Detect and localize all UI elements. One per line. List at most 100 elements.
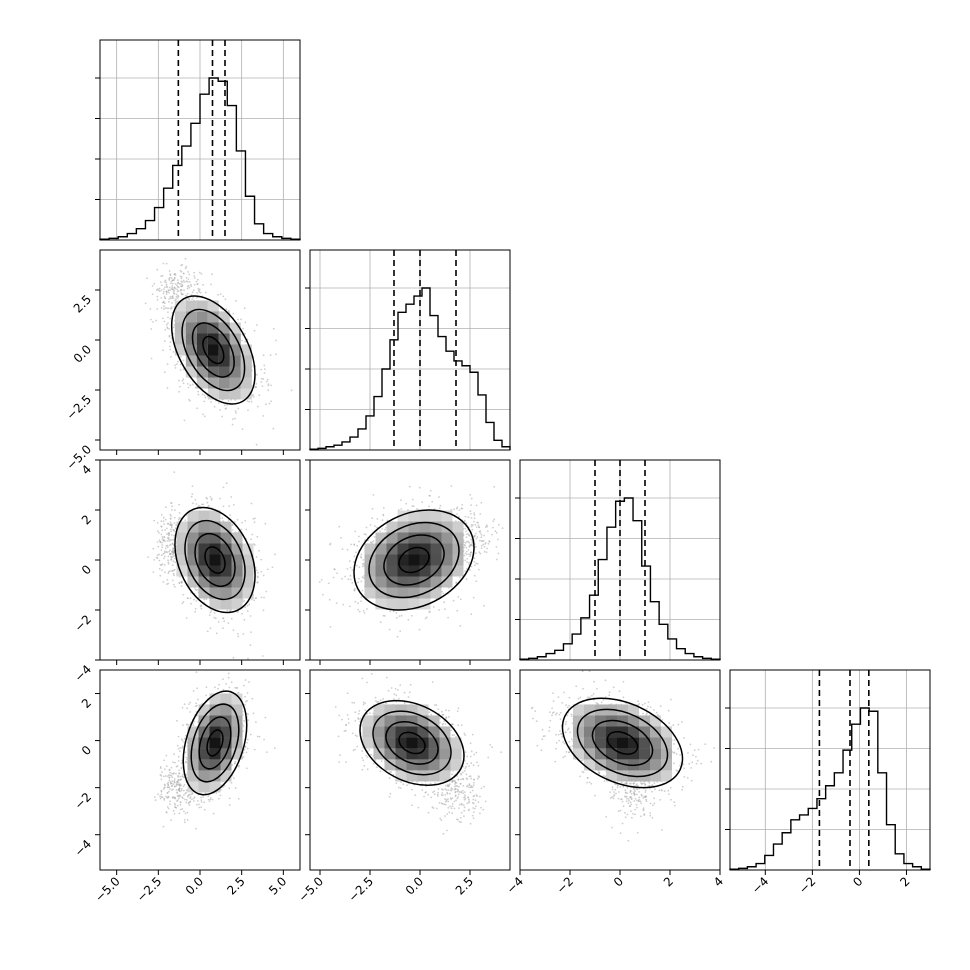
scatter-point: [270, 384, 272, 387]
scatter-point: [196, 278, 199, 281]
scatter-point: [200, 605, 203, 607]
scatter-point: [188, 298, 191, 301]
scatter-point: [184, 812, 187, 815]
scatter-point: [465, 546, 468, 549]
scatter-point: [167, 307, 170, 310]
scatter-point: [340, 537, 342, 539]
scatter-point: [167, 572, 170, 575]
scatter-point: [174, 761, 176, 764]
scatter-point: [465, 522, 468, 525]
scatter-point: [396, 635, 399, 638]
scatter-point: [174, 287, 177, 290]
scatter-point: [171, 505, 174, 508]
scatter-point: [228, 505, 231, 507]
scatter-point: [467, 516, 470, 518]
scatter-point: [155, 319, 158, 322]
scatter-point: [172, 788, 174, 791]
scatter-point: [179, 356, 182, 358]
scatter-point: [168, 786, 171, 789]
scatter-point: [146, 277, 148, 280]
scatter-point: [167, 563, 170, 565]
scatter-point: [229, 514, 232, 516]
scatter-point: [219, 409, 222, 411]
scatter-point: [465, 536, 468, 539]
scatter-point: [265, 380, 268, 383]
scatter-point: [181, 746, 184, 749]
scatter-point: [249, 644, 252, 647]
scatter-point: [171, 509, 173, 511]
scatter-point: [181, 706, 184, 709]
scatter-point: [183, 419, 186, 422]
scatter-point: [443, 601, 446, 604]
scatter-point: [476, 563, 479, 565]
scatter-point: [181, 281, 184, 283]
scatter-point: [186, 597, 189, 600]
scatter-point: [362, 559, 365, 561]
scatter-point: [190, 793, 193, 796]
scatter-point: [379, 621, 382, 624]
scatter-point: [470, 517, 473, 519]
scatter-point: [193, 796, 196, 799]
scatter-point: [260, 381, 263, 383]
scatter-point: [250, 598, 253, 601]
scatter-point: [484, 542, 487, 544]
scatter-point: [194, 607, 197, 610]
scatter-point: [361, 565, 364, 568]
scatter-point: [383, 615, 386, 617]
scatter-point: [465, 530, 467, 533]
scatter-point: [241, 428, 244, 430]
scatter-point: [201, 503, 203, 506]
scatter-point: [469, 568, 471, 571]
scatter-point: [166, 544, 169, 547]
scatter-point: [177, 295, 180, 298]
scatter-point: [376, 526, 378, 529]
scatter-point: [252, 393, 254, 396]
scatter-point: [235, 300, 237, 302]
scatter-point: [185, 299, 188, 301]
scatter-point: [163, 536, 166, 538]
scatter-point: [347, 578, 350, 581]
scatter-point: [429, 495, 431, 497]
scatter-point: [176, 290, 179, 293]
scatter-point: [468, 563, 470, 566]
scatter-point: [217, 621, 220, 623]
scatter-point: [175, 765, 178, 768]
scatter-point: [178, 769, 181, 772]
scatter-point: [231, 523, 234, 526]
scatter-point: [257, 571, 259, 574]
scatter-point: [346, 548, 349, 551]
scatter-point: [492, 526, 494, 529]
scatter-point: [173, 778, 176, 780]
scatter-point: [164, 279, 167, 282]
scatter-point: [166, 546, 169, 549]
scatter-point: [346, 568, 349, 570]
scatter-point: [176, 719, 178, 722]
scatter-point: [184, 798, 186, 801]
scatter-point: [158, 567, 161, 570]
scatter-point: [210, 401, 213, 403]
scatter-point: [469, 494, 472, 496]
scatter-point: [225, 482, 228, 485]
scatter-point: [179, 804, 182, 806]
scatter-point: [192, 797, 195, 800]
scatter-point: [272, 327, 275, 330]
scatter-point: [429, 489, 432, 492]
scatter-point: [153, 282, 156, 285]
scatter-point: [262, 378, 265, 380]
scatter-point: [156, 530, 159, 533]
scatter-point: [459, 598, 462, 601]
scatter-point: [181, 808, 184, 810]
scatter-point: [159, 795, 162, 797]
scatter-point: [243, 307, 246, 310]
scatter-point: [172, 810, 175, 812]
scatter-point: [447, 616, 449, 619]
scatter-point: [175, 298, 177, 300]
scatter-point: [204, 396, 207, 399]
scatter-point: [196, 407, 199, 410]
scatter-point: [152, 571, 155, 573]
scatter-point: [186, 292, 189, 295]
scatter-point: [169, 295, 172, 298]
scatter-point: [172, 291, 175, 293]
scatter-point: [252, 517, 255, 520]
scatter-point: [233, 521, 236, 523]
